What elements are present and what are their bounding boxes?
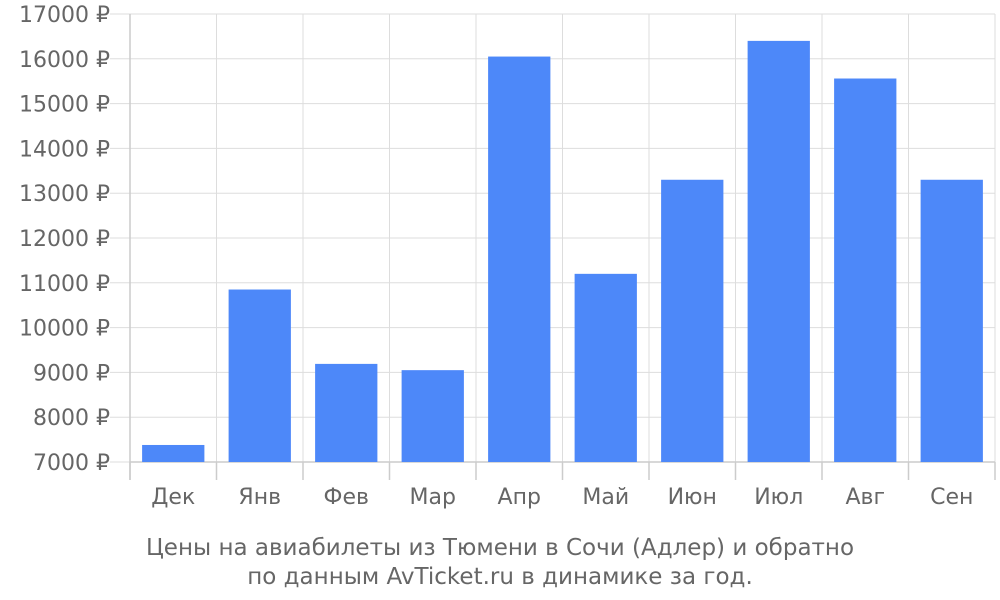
bar-9 [834, 78, 897, 463]
x-tick-label: Мар [410, 485, 456, 510]
bar-6 [574, 273, 637, 462]
bar-7 [661, 179, 724, 462]
y-tick-label: 15000 ₽ [19, 93, 110, 118]
bar-10 [920, 179, 983, 462]
x-tick-labels: Дек Янв Фев Мар Апр Май Июн Июл Авг Сен [151, 485, 973, 510]
chart-caption: Цены на авиабилеты из Тюмени в Сочи (Адл… [146, 535, 854, 590]
x-tick-label: Дек [151, 485, 195, 510]
bars [142, 40, 983, 463]
x-tick-label: Фев [324, 485, 369, 510]
y-tick-label: 8000 ₽ [33, 406, 110, 431]
x-tick-label: Июл [754, 485, 803, 510]
x-tick-label: Июн [668, 485, 717, 510]
bar-5 [488, 56, 551, 463]
y-tick-label: 11000 ₽ [19, 272, 110, 297]
x-tick-label: Май [582, 485, 629, 510]
y-tick-label: 10000 ₽ [19, 317, 110, 342]
caption-line-1: Цены на авиабилеты из Тюмени в Сочи (Адл… [146, 535, 854, 561]
bar-3 [315, 363, 378, 462]
x-tick-label: Апр [498, 485, 541, 510]
x-tick-label: Янв [238, 485, 281, 510]
bar-4 [401, 370, 464, 462]
caption-line-2: по данным AvTicket.ru в динамике за год. [247, 564, 753, 590]
grid-lines [110, 13, 996, 463]
bar-1 [142, 444, 205, 462]
y-tick-label: 7000 ₽ [33, 451, 110, 476]
y-tick-label: 12000 ₽ [19, 227, 110, 252]
y-tick-label: 14000 ₽ [19, 137, 110, 162]
x-tick-label: Сен [930, 485, 973, 510]
x-tick-label: Авг [845, 485, 885, 510]
y-tick-label: 17000 ₽ [19, 3, 110, 28]
bar-8 [747, 40, 810, 462]
y-tick-labels: 7000 ₽ 8000 ₽ 9000 ₽ 10000 ₽ 11000 ₽ 12000 ₽ 1… [19, 3, 110, 476]
y-tick-label: 13000 ₽ [19, 182, 110, 207]
bar-2 [228, 289, 291, 462]
y-tick-label: 9000 ₽ [33, 361, 110, 386]
y-tick-label: 16000 ₽ [19, 48, 110, 73]
